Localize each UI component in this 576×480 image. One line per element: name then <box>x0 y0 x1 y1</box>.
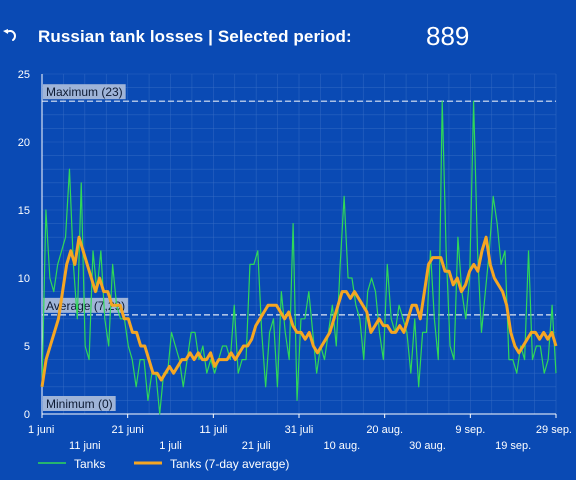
x-tick-label: 21 juli <box>242 440 271 452</box>
legend-swatch-tanks <box>38 457 66 471</box>
x-tick-label: 11 juni <box>69 440 101 452</box>
x-tick-label: 1 juli <box>159 440 182 452</box>
legend-item-tanks[interactable]: Tanks <box>38 456 105 471</box>
legend-label-tanks: Tanks <box>74 456 106 471</box>
legend-swatch-average <box>134 457 162 471</box>
series-line-tanks <box>41 100 557 415</box>
x-tick-label: 29 sep. <box>536 424 572 436</box>
y-tick-label: 10 <box>18 273 30 285</box>
y-tick-label: 20 <box>18 137 30 149</box>
y-tick-label: 0 <box>24 409 30 421</box>
reference-line-label: Minimum (0) <box>46 397 113 411</box>
x-tick-label: 11 juli <box>199 424 227 436</box>
y-tick-label: 5 <box>24 341 30 353</box>
series-lines <box>40 100 558 415</box>
legend-item-tanks-7day-average[interactable]: Tanks (7-day average) <box>134 456 289 471</box>
chart-title: Russian tank losses | Selected period: <box>38 27 352 46</box>
y-tick-label: 25 <box>18 69 30 81</box>
reference-label-background <box>43 297 129 313</box>
undo-arrow-icon[interactable] <box>0 26 20 46</box>
x-tick-label: 10 aug. <box>323 440 360 452</box>
x-tick-label: 19 sep. <box>495 440 531 452</box>
reference-line-label: Average (7,29) <box>46 299 125 313</box>
y-tick-label: 15 <box>18 205 30 217</box>
x-tick-label: 30 aug. <box>409 440 446 452</box>
reference-label-background <box>43 84 126 100</box>
x-tick-label: 1 juni <box>28 424 54 436</box>
x-tick-label: 20 aug. <box>366 424 403 436</box>
x-tick-label: 21 juni <box>111 424 143 436</box>
x-tick-label: 9 sep. <box>455 424 485 436</box>
reference-lines: Maximum (23) Average (7,29) Minimum (0) <box>42 84 556 411</box>
total-losses-value: 889 <box>426 21 470 51</box>
axis-ticks: 0 5 10 15 20 25 1 juni 21 juni 11 juli 31 juli 20 … <box>18 69 572 452</box>
header: Russian tank losses | Selected period: 8… <box>0 0 576 70</box>
reference-label-background <box>43 396 116 411</box>
x-tick-label: 31 juli <box>285 424 314 436</box>
legend-label-average: Tanks (7-day average) <box>170 456 290 471</box>
reference-line-label: Maximum (23) <box>46 85 123 99</box>
series-line-tanks-7day-average <box>40 235 558 388</box>
